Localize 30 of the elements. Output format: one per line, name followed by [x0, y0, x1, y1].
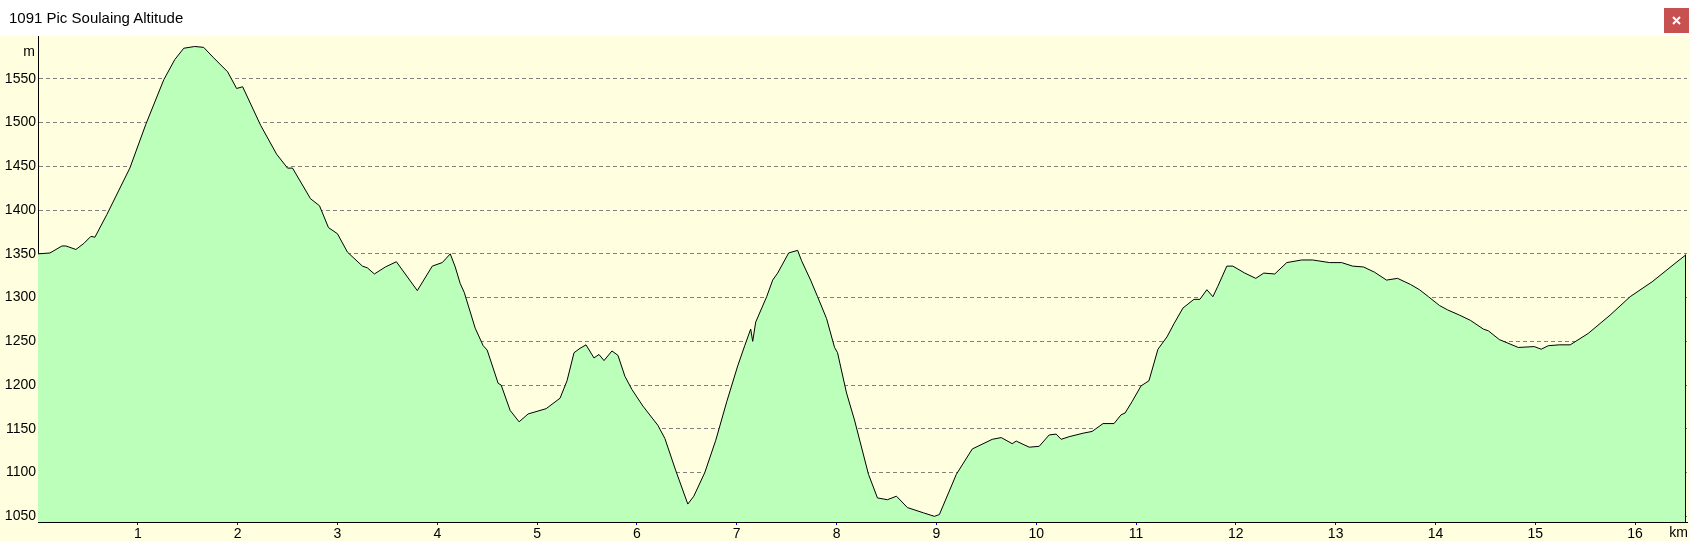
x-tick-label: 3	[333, 525, 342, 541]
y-tick-label: 1350	[4, 244, 37, 261]
y-tick-label: 1200	[4, 375, 37, 392]
x-tick-label: 10	[1028, 525, 1045, 541]
x-tick-label: 16	[1627, 525, 1644, 541]
y-tick-label: 1550	[4, 69, 37, 86]
y-tick-label: 1500	[4, 113, 37, 130]
x-tick-label: 7	[732, 525, 741, 541]
x-axis-title: km	[1669, 523, 1688, 540]
y-tick-label: 1050	[4, 507, 37, 524]
x-tick-label: 14	[1427, 525, 1444, 541]
x-tick-label: 12	[1228, 525, 1244, 541]
x-tick-label: 6	[633, 525, 642, 541]
chart-title: 1091 Pic Soulaing Altitude	[9, 9, 184, 27]
x-tick-label: 8	[832, 525, 841, 541]
x-tick-label: 11	[1128, 525, 1144, 541]
x-tick-label: 5	[533, 525, 542, 541]
x-tick-label: 13	[1327, 525, 1344, 541]
y-axis-title: m	[23, 42, 35, 59]
x-tick-label: 2	[233, 525, 242, 541]
y-tick-label: 1250	[4, 332, 37, 349]
y-tick-label: 1400	[4, 200, 37, 217]
y-tick-label: 1450	[4, 157, 37, 174]
x-tick-label: 9	[932, 525, 941, 541]
y-tick-label: 1150	[5, 419, 37, 436]
y-tick-label: 1100	[5, 463, 37, 480]
x-tick-label: 15	[1527, 525, 1544, 541]
x-tick-label: 4	[433, 525, 442, 541]
y-tick-label: 1300	[4, 288, 37, 305]
x-tick-label: 1	[133, 525, 142, 541]
